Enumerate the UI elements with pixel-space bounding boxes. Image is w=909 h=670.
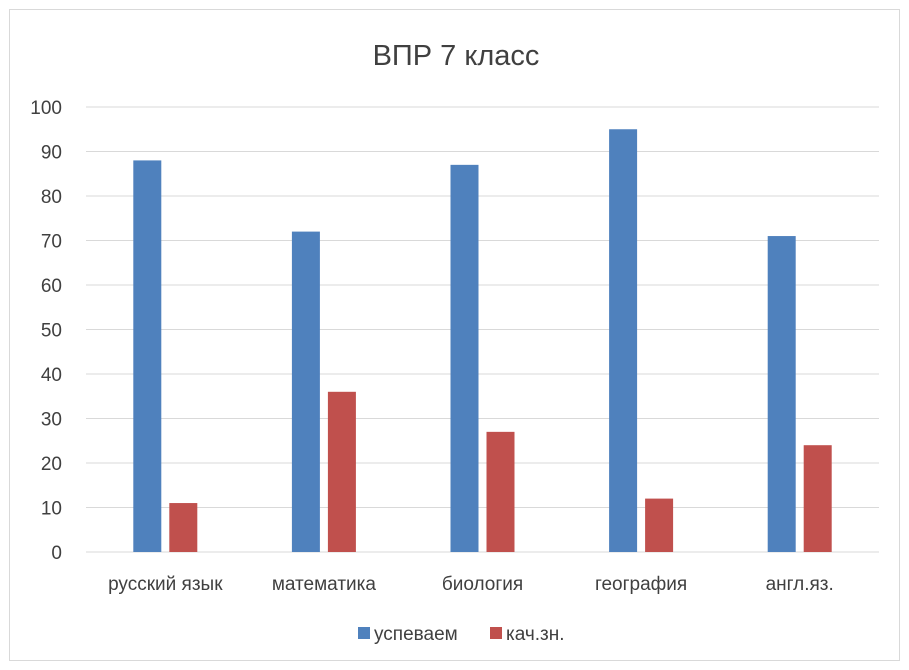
bar-kach-zn — [803, 445, 832, 552]
bar-uspevaem — [767, 236, 796, 553]
y-tick-label: 10 — [41, 499, 62, 520]
y-axis-ticks: 0 10 20 30 40 50 60 70 80 90 100 — [30, 98, 62, 564]
legend: успеваем кач.зн. — [358, 624, 565, 645]
x-category-label: русский язык — [108, 574, 223, 595]
legend-label: успеваем — [374, 624, 458, 645]
y-tick-label: 30 — [41, 410, 62, 431]
x-category-label: география — [595, 574, 687, 595]
x-category-label: математика — [272, 574, 377, 595]
bar-uspevaem — [450, 164, 479, 552]
legend-label: кач.зн. — [506, 624, 565, 645]
bar-uspevaem — [609, 129, 638, 552]
bar-kach-zn — [327, 391, 356, 552]
legend-swatch — [490, 627, 502, 639]
y-tick-label: 20 — [41, 454, 62, 475]
x-axis-categories: русский язык математика биология география а… — [108, 574, 834, 595]
bars — [133, 129, 832, 553]
y-tick-label: 60 — [41, 276, 62, 297]
bar-uspevaem — [133, 160, 162, 552]
bar-kach-zn — [169, 503, 198, 552]
y-tick-label: 70 — [41, 232, 62, 253]
x-category-label: англ.яз. — [766, 574, 834, 595]
y-tick-label: 100 — [30, 98, 62, 119]
bar-uspevaem — [291, 231, 320, 552]
y-tick-label: 0 — [51, 543, 62, 564]
bar-kach-zn — [486, 431, 515, 552]
y-tick-label: 50 — [41, 321, 62, 342]
legend-swatch — [358, 627, 370, 639]
x-category-label: биология — [442, 574, 523, 595]
y-tick-label: 80 — [41, 187, 62, 208]
y-tick-label: 90 — [41, 143, 62, 164]
y-tick-label: 40 — [41, 365, 62, 386]
gridlines — [86, 106, 879, 553]
chart-title: ВПР 7 класс — [373, 40, 540, 72]
bar-kach-zn — [645, 498, 674, 552]
